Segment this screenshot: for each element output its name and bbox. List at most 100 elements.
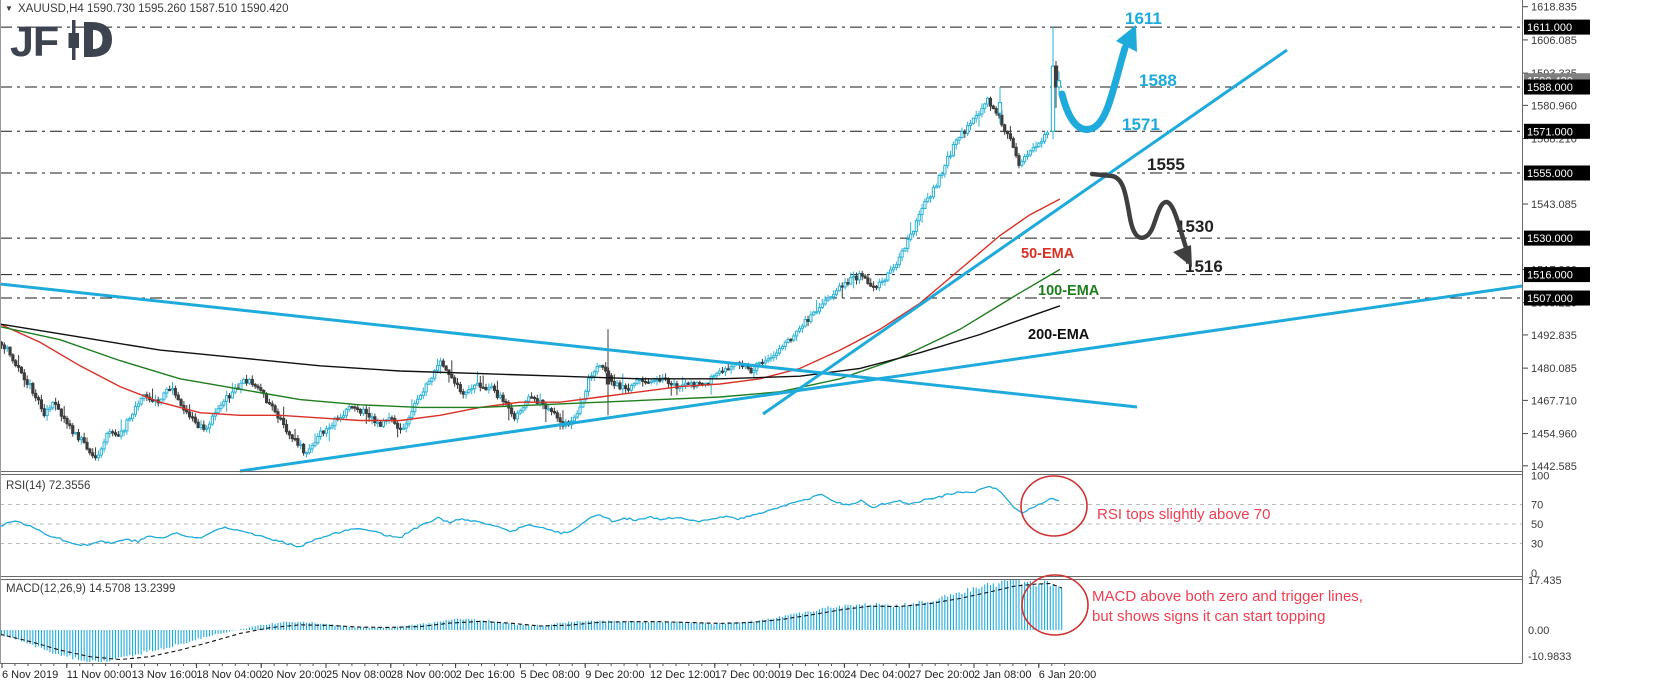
- candle-body: [817, 307, 822, 313]
- candle-body: [629, 384, 633, 391]
- candle-body: [168, 388, 172, 392]
- candle-body: [319, 430, 323, 438]
- price-level-badge: [1524, 123, 1590, 139]
- macd-panel-area[interactable]: [0, 579, 1522, 663]
- candle-body: [598, 365, 602, 368]
- rsi-panel-area[interactable]: [0, 475, 1522, 576]
- time-axis-label: 19 Dec 16:00: [780, 669, 845, 681]
- candle-body: [886, 272, 890, 281]
- candle-body: [17, 365, 21, 368]
- time-axis[interactable]: 6 Nov 2019 11 Nov 00:00 13 Nov 16:00 18 Nov…: [0, 663, 1522, 686]
- candle-body: [1025, 154, 1030, 158]
- price-level-badge: [1524, 19, 1590, 35]
- time-axis-label: 6 Nov 2019: [2, 669, 58, 681]
- candle-body: [82, 437, 86, 443]
- macd-axis-label: -10.9833: [1528, 651, 1571, 663]
- candle-body: [615, 382, 619, 387]
- candle-body: [14, 360, 18, 367]
- candle-body: [450, 373, 454, 379]
- analyst-annotations: 1611 1588 1571 1555 1530 1516: [1020, 9, 1223, 636]
- candle-body: [25, 379, 29, 385]
- candle-body: [91, 452, 95, 457]
- price-tick-label: 1492.835: [1531, 330, 1577, 342]
- candle-body: [373, 416, 377, 424]
- candle-body: [951, 144, 955, 157]
- time-axis-label: 17 Dec 00:00: [715, 669, 780, 681]
- time-axis-label: 27 Dec 20:00: [909, 669, 974, 681]
- time-axis-background[interactable]: [0, 664, 1522, 686]
- macd-indicator-label: MACD(12,26,9) 14.5708 13.2399: [6, 583, 175, 595]
- candle-body: [547, 408, 551, 411]
- candle-body: [846, 282, 850, 285]
- candle-body: [293, 438, 297, 441]
- candle-body: [626, 388, 631, 391]
- candle-body: [273, 405, 277, 413]
- time-axis-label: 28 Nov 00:00: [391, 669, 456, 681]
- macd-note-line2: but shows signs it can start topping: [1092, 608, 1325, 625]
- candle-body: [1050, 65, 1056, 132]
- candle-body: [316, 436, 320, 444]
- candle-body: [512, 413, 517, 420]
- candle-body: [279, 417, 283, 420]
- jfd-logo-d: [84, 22, 112, 57]
- ema-line: [0, 198, 1061, 422]
- price-tick-label: 1442.585: [1531, 461, 1577, 473]
- candle-body: [786, 338, 790, 343]
- bullish-arrow-head: [1116, 25, 1137, 52]
- candle-body: [812, 311, 816, 316]
- candle-body: [34, 392, 38, 399]
- candle-body: [948, 155, 953, 158]
- candle-body: [635, 379, 639, 385]
- ema-lines: [0, 198, 1061, 422]
- candle-body: [552, 410, 556, 414]
- time-axis-label: 9 Dec 20:00: [585, 669, 644, 681]
- candle-body: [39, 399, 43, 410]
- time-axis-label: 6 Jan 20:00: [1039, 669, 1097, 681]
- main-chart-area[interactable]: [0, 0, 1522, 471]
- panel-borders: [0, 0, 1523, 664]
- candle-body: [621, 385, 625, 390]
- candle-body: [803, 319, 807, 327]
- jfd-logo-letters: JF: [10, 18, 58, 66]
- price-axis-background[interactable]: [1523, 0, 1655, 664]
- candle-body: [903, 247, 907, 252]
- price-tick-label: 1467.710: [1531, 395, 1577, 407]
- candle-body: [911, 230, 916, 235]
- candle-body: [1031, 147, 1035, 152]
- ema100-label: 100-EMA: [1038, 283, 1100, 299]
- candle-body: [666, 378, 670, 384]
- candle-body: [766, 358, 770, 362]
- candle-body: [897, 256, 901, 266]
- candle-body: [353, 406, 357, 409]
- time-axis-label: 11 Nov 00:00: [67, 669, 132, 681]
- candle-body: [795, 330, 799, 337]
- candle-body: [62, 415, 66, 419]
- candle-body: [929, 196, 933, 199]
- candle-body: [478, 382, 482, 388]
- candle-body: [435, 365, 440, 372]
- candle-body: [504, 400, 508, 404]
- candle-body: [840, 285, 844, 288]
- price-tick-label: 1580.960: [1531, 100, 1577, 112]
- candle-body: [675, 383, 679, 389]
- price-level-badge: [1524, 230, 1590, 246]
- candle-body: [683, 382, 688, 386]
- candle-body: [854, 275, 859, 281]
- price-level-badge-label: 1611.000: [1527, 22, 1572, 34]
- candle-body: [247, 378, 252, 384]
- candle-body: [427, 380, 431, 385]
- candle-body: [438, 360, 442, 367]
- candle-body: [797, 327, 802, 332]
- candle-body: [1053, 65, 1059, 88]
- symbol-dropdown-icon[interactable]: ▼: [5, 4, 13, 13]
- candle-body: [54, 401, 58, 405]
- candle-body: [418, 394, 423, 400]
- candle-body: [324, 428, 328, 434]
- price-axis[interactable]: 1618.8351606.0851593.3351580.9601568.210…: [1523, 0, 1655, 664]
- candle-body: [652, 379, 656, 383]
- candle-body: [390, 417, 394, 420]
- price-tick-label: 1454.960: [1531, 429, 1577, 441]
- candle-body: [296, 438, 300, 446]
- candle-body: [809, 314, 813, 322]
- candle-body: [872, 285, 876, 288]
